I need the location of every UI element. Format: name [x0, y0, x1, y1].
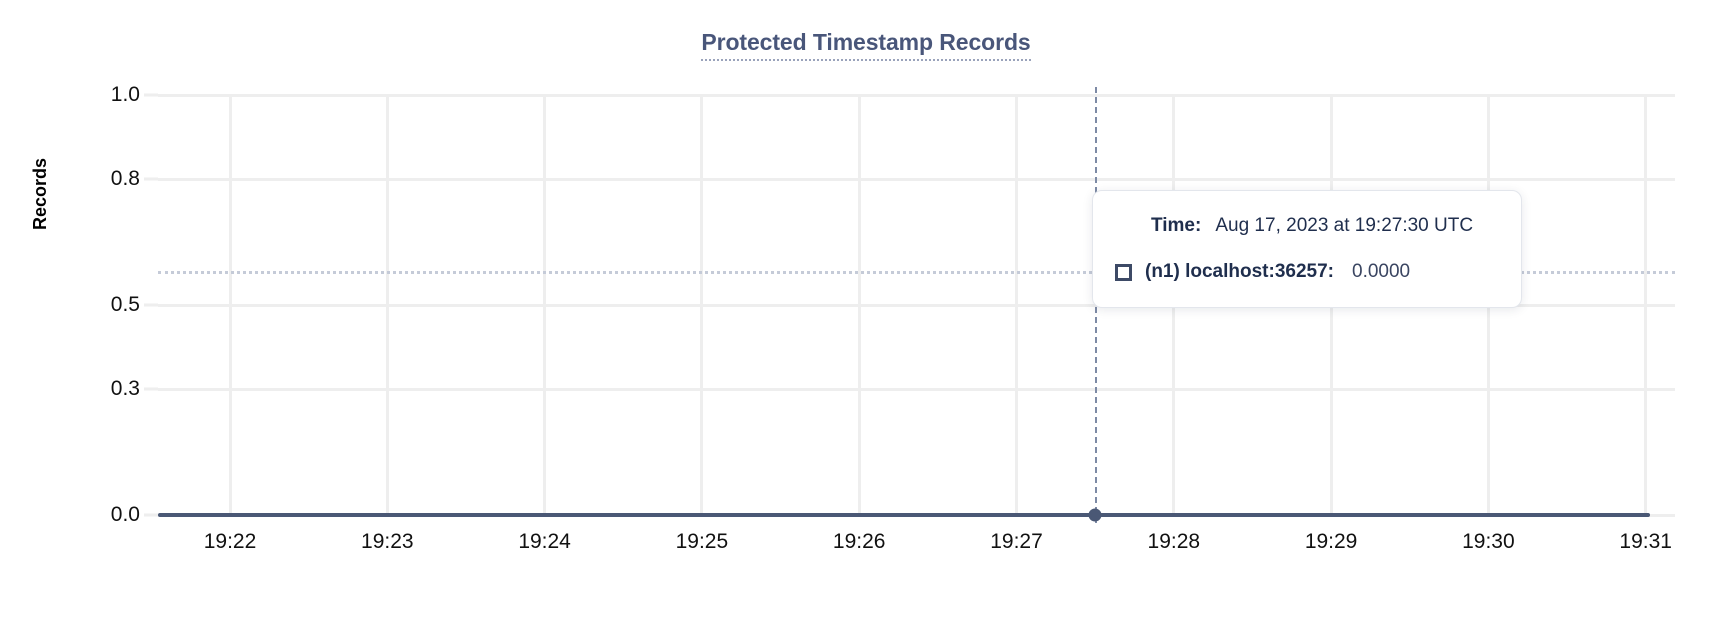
x-axis-tick-label: 19:23 [361, 530, 414, 553]
x-axis-tick-label: 19:26 [832, 530, 886, 553]
y-axis-tick-label: 0.3 [110, 377, 140, 400]
y-axis-tick-mark [144, 513, 158, 517]
tooltip-series-name: (n1) localhost:36257: [1145, 261, 1334, 282]
hovered-data-point[interactable] [1088, 508, 1102, 522]
gridline-vertical [700, 95, 704, 515]
tooltip-series-row: (n1) localhost:36257: 0.0000 [1115, 259, 1495, 285]
hover-tooltip: Time: Aug 17, 2023 at 19:27:30 UTC (n1) … [1092, 190, 1522, 308]
series-line-localhost-36257[interactable] [158, 513, 1650, 517]
y-axis-tick-label: 1.0 [110, 83, 140, 106]
x-axis-tick-label: 19:29 [1304, 530, 1358, 553]
gridline-horizontal [158, 177, 1675, 181]
y-axis-tick-label: 0.0 [110, 503, 140, 526]
threshold-gridline [158, 271, 1675, 275]
chart-title-text: Protected Timestamp Records [701, 28, 1031, 61]
tooltip-time-label: Time: [1151, 215, 1202, 236]
gridline-vertical [385, 95, 389, 515]
y-axis-tick-mark [144, 387, 158, 391]
gridline-horizontal [158, 93, 1675, 97]
y-axis-tick-mark [144, 303, 158, 307]
y-axis-tick-label: 0.5 [110, 293, 140, 316]
x-axis-tick-label: 19:25 [675, 530, 729, 553]
x-axis-tick-label: 19:30 [1462, 530, 1515, 553]
gridline-vertical [228, 95, 232, 515]
y-axis-tick-mark [144, 93, 158, 97]
tooltip-time-value: Aug 17, 2023 at 19:27:30 UTC [1215, 215, 1474, 236]
tooltip-series-value: 0.0000 [1352, 261, 1411, 282]
gridline-horizontal [158, 303, 1675, 307]
x-axis-tick-label: 19:27 [990, 530, 1043, 553]
y-axis-tick-mark [144, 177, 158, 181]
series-swatch-icon [1115, 263, 1132, 281]
gridline-vertical [857, 95, 861, 515]
gridline-vertical [543, 95, 547, 515]
gridline-horizontal [158, 387, 1675, 391]
x-axis-tick-label: 19:22 [203, 530, 257, 553]
tooltip-time-row: Time: Aug 17, 2023 at 19:27:30 UTC [1115, 213, 1495, 239]
gridline-vertical [1644, 95, 1648, 515]
chart-title: Protected Timestamp Records [0, 28, 1732, 61]
x-axis-tick-label: 19:28 [1147, 530, 1201, 553]
y-axis-label: Records [30, 157, 50, 230]
y-axis-tick-label: 0.8 [110, 167, 140, 190]
gridline-vertical [1015, 95, 1018, 515]
x-axis-tick-label: 19:31 [1619, 530, 1672, 553]
x-axis-tick-label: 19:24 [518, 530, 571, 553]
